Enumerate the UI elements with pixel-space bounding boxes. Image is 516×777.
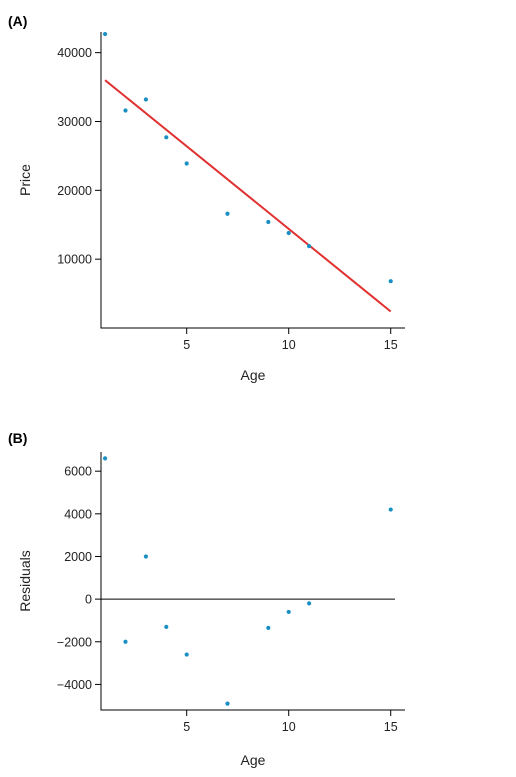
panel-b-y-tick-label: 2000 (64, 550, 92, 564)
panel-a-price-vs-age: (A) 10000 20000 30000 40000 5 10 15 Age Price (8, 13, 405, 383)
panel-b-label: (B) (8, 430, 27, 446)
panel-a-data-point (388, 279, 393, 284)
panel-b-x-axis: 5 10 15 (183, 710, 398, 734)
panel-a-label: (A) (8, 13, 27, 29)
panel-b-data-point (225, 701, 230, 706)
panel-a-y-axis-title: Price (17, 164, 33, 196)
panel-a-data-point (102, 31, 108, 37)
panel-b-y-tick-label: −4000 (57, 678, 92, 692)
panel-b-data-point (388, 507, 393, 512)
panel-a-x-tick-label: 10 (282, 338, 296, 352)
panel-a-data-point (225, 211, 230, 216)
panel-b-data-point (184, 652, 189, 657)
panel-b-data-point (102, 456, 108, 461)
panel-a-x-axis-title: Age (241, 367, 266, 383)
panel-a-data-point (266, 219, 271, 225)
panel-b-y-tick-label: 4000 (64, 507, 92, 521)
panel-b-y-tick-label: 6000 (64, 465, 92, 479)
panel-b-x-tick-label: 10 (282, 720, 296, 734)
panel-b-points (102, 456, 393, 706)
panel-a-y-tick-label: 30000 (57, 115, 92, 129)
panel-b-data-point (143, 554, 148, 559)
panel-a-x-tick-label: 5 (183, 338, 190, 352)
panel-a-x-tick-label: 15 (384, 338, 398, 352)
panel-a-data-point (143, 97, 148, 102)
panel-b-data-point (286, 609, 291, 615)
panel-b-residuals-vs-age: (B) −4000 −2000 0 2000 4000 6000 5 10 15 Age Re… (8, 430, 405, 768)
panel-a-data-point (123, 108, 128, 113)
panel-a-y-tick-label: 10000 (57, 253, 92, 267)
panel-b-data-point (123, 639, 128, 644)
panel-a-data-point (307, 243, 312, 249)
panel-b-y-tick-label: −2000 (57, 635, 92, 649)
panel-b-data-point (307, 601, 312, 606)
panel-b-x-axis-title: Age (241, 752, 266, 768)
panel-b-data-point (266, 625, 271, 631)
panel-a-regression-line (104, 79, 392, 313)
panel-a-y-tick-label: 40000 (57, 46, 92, 60)
panel-b-data-point (164, 624, 169, 629)
panel-a-axes-frame (100, 32, 405, 329)
panel-a-data-point (286, 230, 291, 236)
panel-b-y-axis: −4000 −2000 0 2000 4000 6000 (57, 465, 101, 692)
panel-a-y-axis: 10000 20000 30000 40000 (57, 46, 101, 267)
panel-b-x-tick-label: 15 (384, 720, 398, 734)
panel-b-y-axis-title: Residuals (17, 550, 33, 611)
panel-b-x-tick-label: 5 (183, 720, 190, 734)
panel-b-y-tick-label: 0 (85, 593, 92, 607)
panel-a-y-tick-label: 20000 (57, 184, 92, 198)
panel-b-axes-frame (100, 452, 405, 711)
panel-a-data-point (184, 161, 189, 166)
panel-a-x-axis: 5 10 15 (183, 328, 398, 352)
panel-a-points (102, 31, 393, 284)
panel-a-data-point (164, 135, 169, 140)
